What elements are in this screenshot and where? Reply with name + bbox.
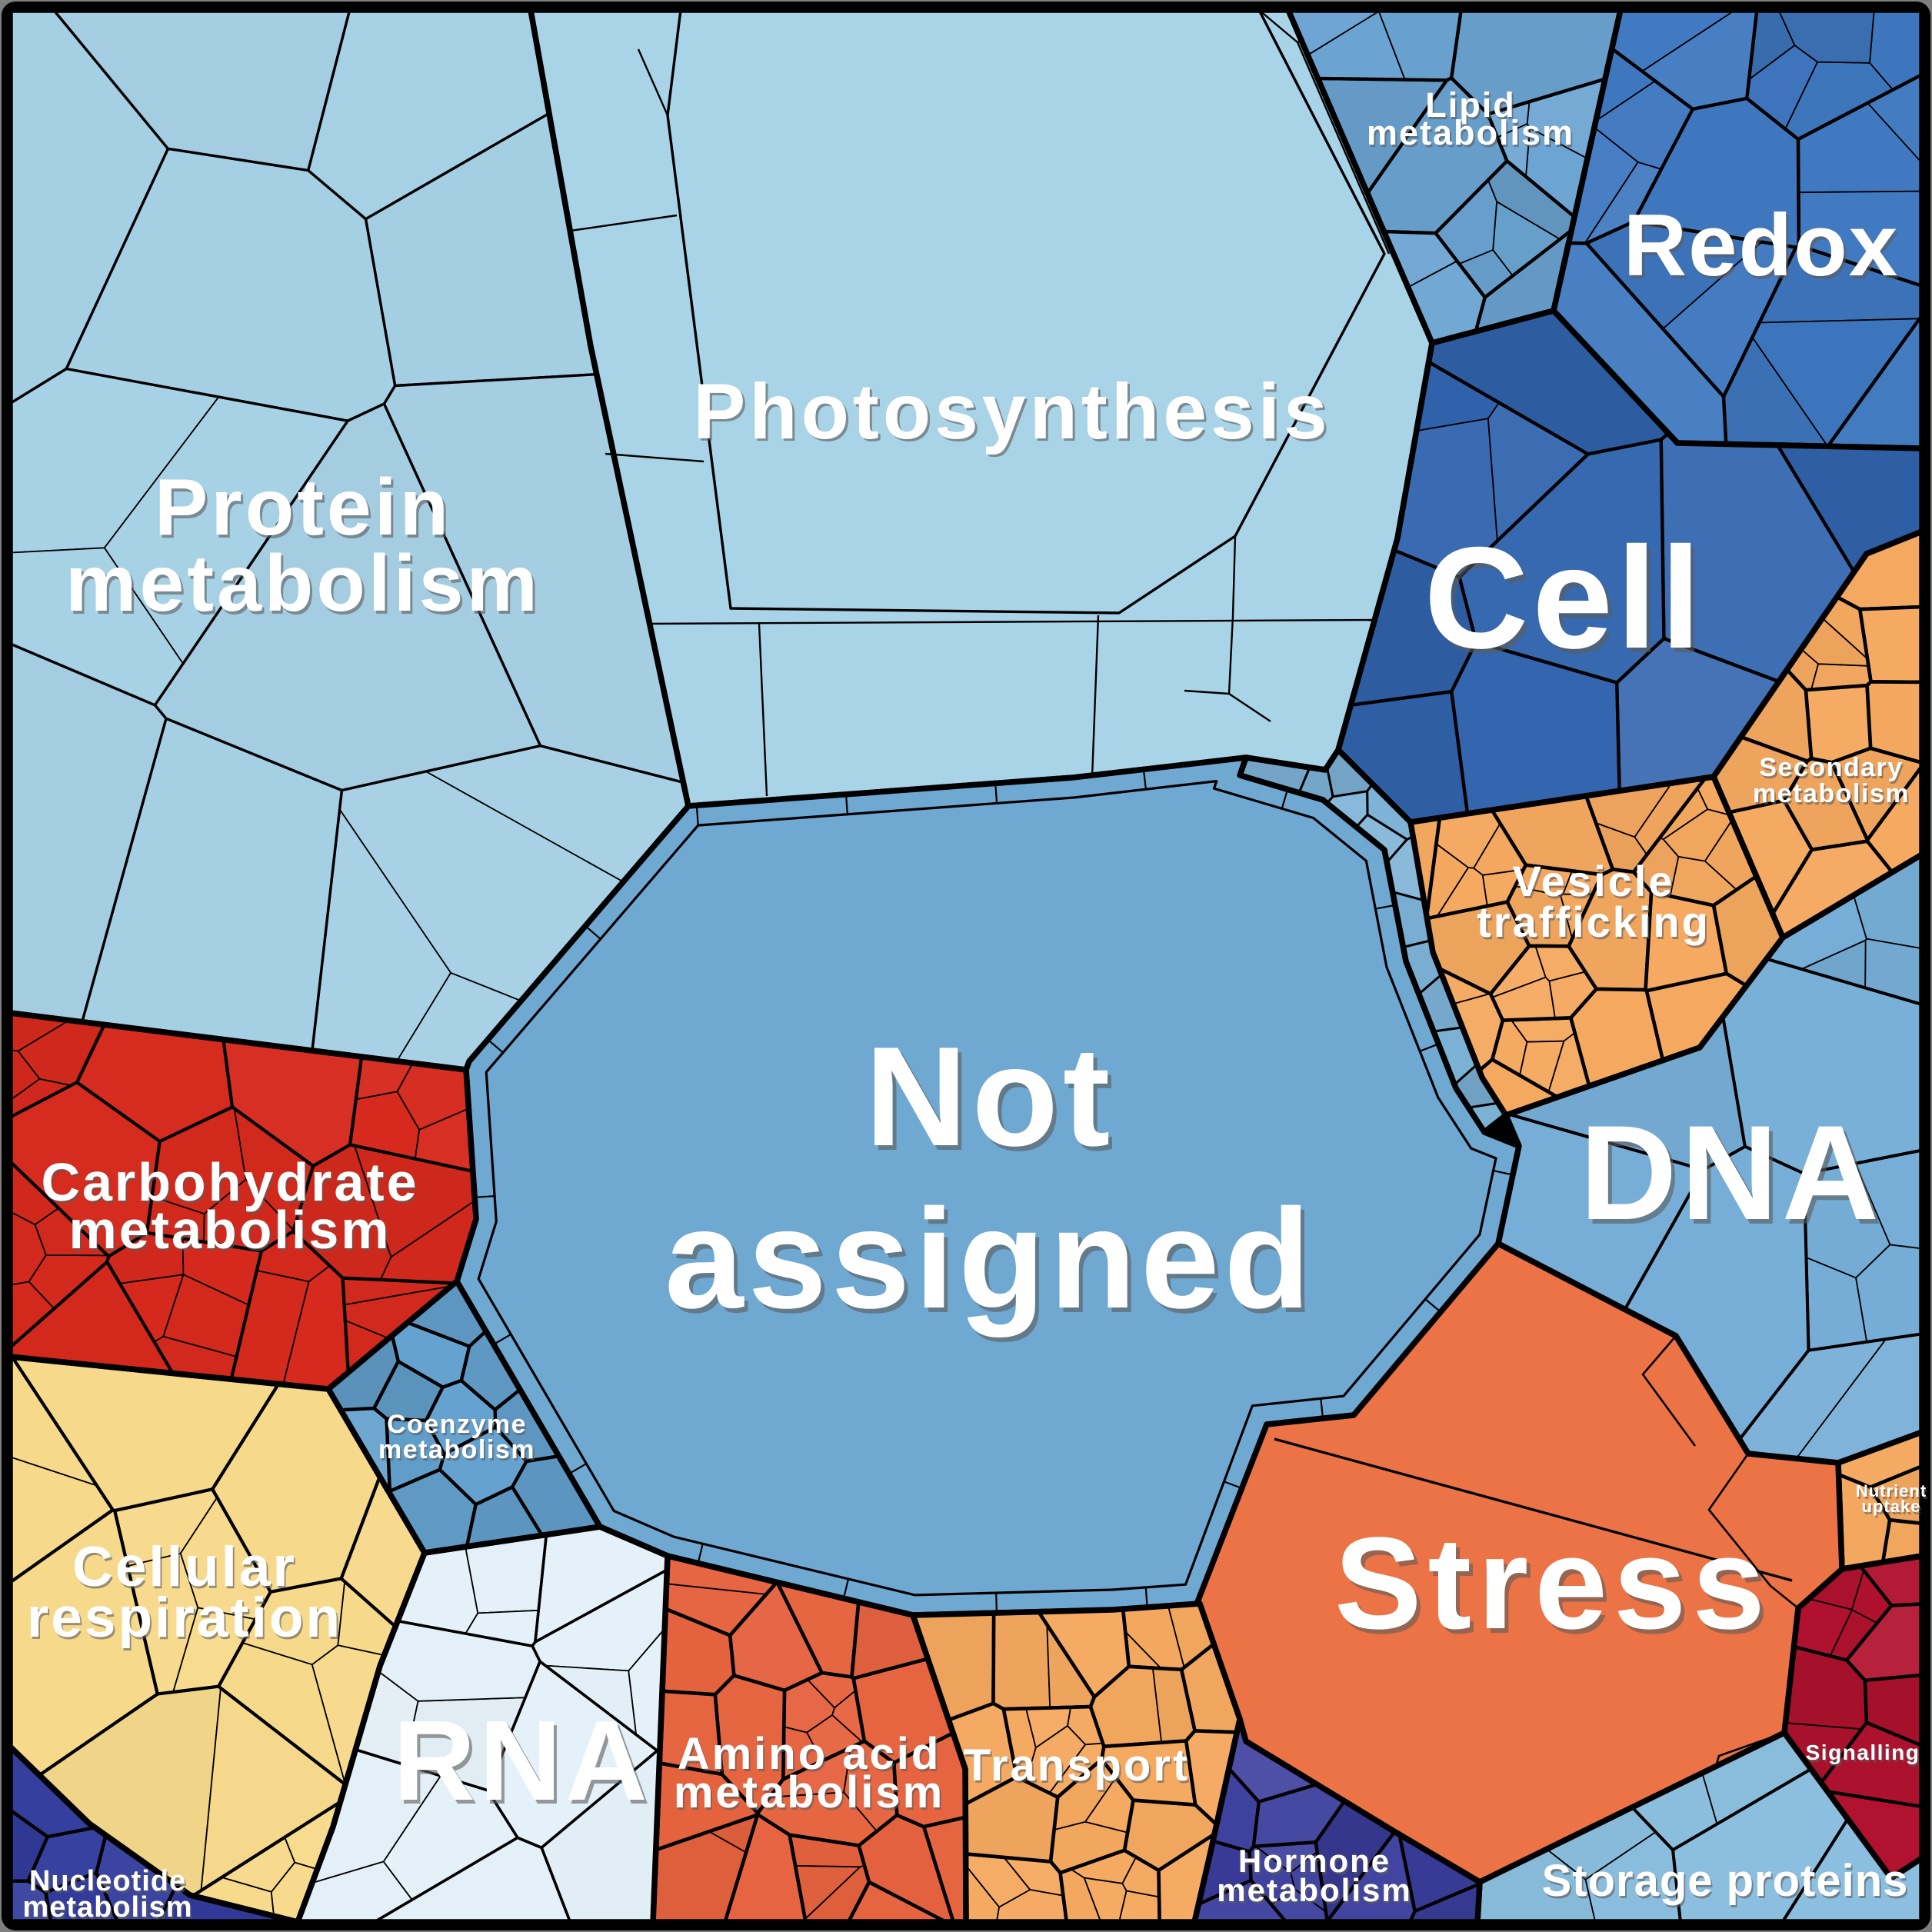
svg-text:Amino acid: Amino acid [679,1731,943,1781]
svg-text:Coenzyme: Coenzyme [388,1412,528,1441]
svg-text:Storage proteins: Storage proteins [1542,1856,1909,1906]
svg-text:Nucleotide: Nucleotide [31,1867,188,1900]
svg-text:respiration: respiration [27,1587,342,1649]
svg-text:Stress: Stress [1334,1511,1771,1657]
svg-text:Protein: Protein [155,463,451,552]
svg-text:Cellular: Cellular [72,1536,297,1598]
svg-text:RNA: RNA [393,1697,651,1824]
svg-text:Cell: Cell [1424,517,1705,678]
svg-text:Nutrient: Nutrient [1857,1484,1928,1503]
svg-text:Vesicle: Vesicle [1514,859,1677,908]
svg-text:Secondary: Secondary [1759,753,1903,782]
svg-text:Secondary: Secondary [1760,755,1904,784]
svg-text:Hormone: Hormone [1240,1845,1392,1881]
svg-text:metabolism: metabolism [24,1894,194,1926]
svg-text:Carbohydrate: Carbohydrate [41,1152,418,1212]
svg-text:Lipid: Lipid [1425,85,1515,125]
svg-text:metabolism: metabolism [68,542,543,631]
svg-text:Stress: Stress [1338,1515,1775,1661]
svg-text:Transport: Transport [964,1740,1191,1790]
svg-text:Vesicle: Vesicle [1513,857,1675,905]
svg-text:uptake: uptake [1862,1497,1921,1516]
svg-text:Transport: Transport [965,1743,1192,1793]
svg-text:Hormone: Hormone [1238,1843,1391,1879]
svg-text:Protein: Protein [157,466,454,555]
svg-text:metabolism: metabolism [378,1435,535,1464]
svg-text:Nutrient: Nutrient [1856,1481,1927,1501]
svg-text:Storage proteins: Storage proteins [1544,1858,1910,1908]
svg-text:DNA: DNA [1584,1103,1887,1253]
svg-text:Redox: Redox [1626,200,1901,298]
svg-text:trafficking: trafficking [1478,900,1712,948]
svg-text:metabolism: metabolism [1754,781,1911,811]
svg-text:Amino acid: Amino acid [678,1729,941,1779]
svg-text:metabolism: metabolism [22,1891,192,1924]
svg-text:uptake: uptake [1864,1499,1923,1518]
svg-text:Redox: Redox [1624,197,1899,295]
svg-text:metabolism: metabolism [1753,779,1910,808]
svg-text:Photosynthesis: Photosynthesis [695,370,1333,458]
svg-text:metabolism: metabolism [1218,1874,1413,1910]
svg-text:metabolism: metabolism [69,1200,391,1260]
svg-text:trafficking: trafficking [1477,898,1710,946]
svg-text:Signalling: Signalling [1807,1743,1922,1767]
svg-text:Coenzyme: Coenzyme [387,1410,527,1439]
svg-text:Not: Not [865,1017,1115,1175]
svg-text:metabolism: metabolism [380,1437,537,1467]
svg-text:DNA: DNA [1580,1098,1883,1248]
svg-text:assigned: assigned [668,1184,1319,1342]
svg-text:metabolism: metabolism [65,539,541,628]
svg-text:respiration: respiration [28,1589,344,1651]
svg-text:RNA: RNA [396,1701,655,1828]
svg-text:Cell: Cell [1428,521,1709,683]
svg-text:metabolism: metabolism [1368,115,1576,155]
svg-text:Lipid: Lipid [1427,88,1517,127]
svg-text:Photosynthesis: Photosynthesis [693,368,1331,455]
svg-text:metabolism: metabolism [675,1770,946,1820]
svg-text:metabolism: metabolism [1367,113,1574,152]
svg-text:Carbohydrate: Carbohydrate [42,1154,420,1214]
svg-text:Signalling: Signalling [1806,1740,1920,1764]
svg-text:Cellular: Cellular [74,1538,298,1601]
svg-text:metabolism: metabolism [71,1202,393,1262]
svg-text:metabolism: metabolism [1217,1872,1411,1908]
svg-text:Nucleotide: Nucleotide [29,1865,186,1897]
svg-text:metabolism: metabolism [674,1767,944,1817]
svg-text:Not: Not [869,1021,1119,1180]
svg-text:assigned: assigned [665,1179,1315,1337]
